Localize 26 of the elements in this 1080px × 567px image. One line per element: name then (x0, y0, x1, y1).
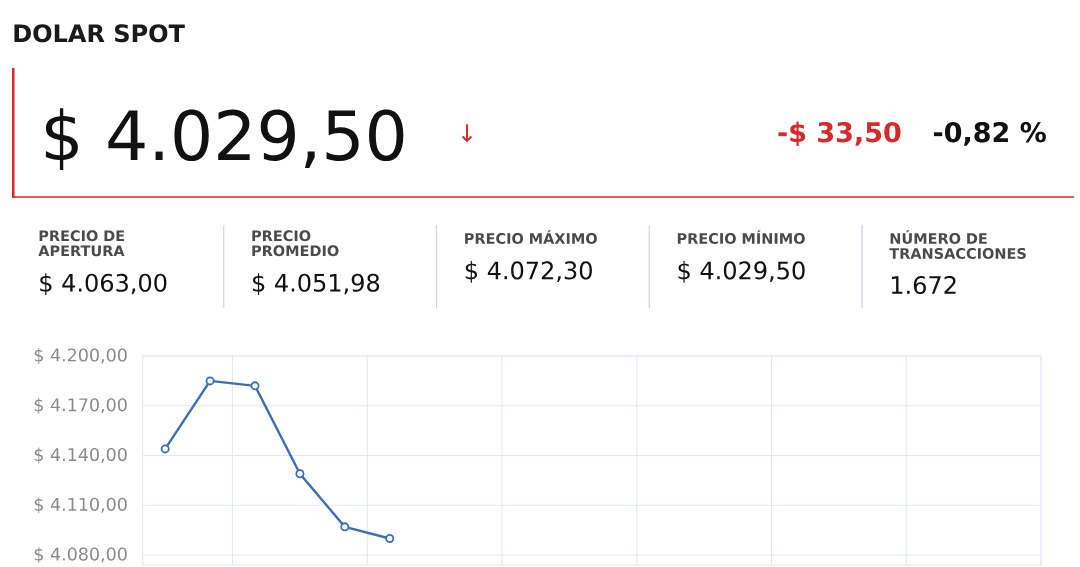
text: PRECIO MÍNIMO (677, 230, 805, 244)
point (385, 533, 395, 543)
y-tick-label: $ 4.080,00 (34, 547, 127, 563)
text: $ 4.029,50 (678, 260, 805, 283)
text: 1.672 (891, 275, 956, 295)
text: PRECIO PROMEDIO (252, 230, 339, 257)
text: NÚMERO DE TRANSACCIONES (889, 230, 1026, 259)
point (205, 376, 215, 386)
text: PRECIO MÁXIMO (465, 230, 597, 244)
point (340, 522, 350, 532)
text: DOLAR SPOT (14, 24, 185, 43)
text: -0,82 % (933, 121, 1046, 146)
y-tick-label: $ 4.140,00 (34, 447, 127, 464)
point (160, 444, 170, 454)
text: -$ 33,50 (778, 121, 901, 146)
text: $ 4.072,30 (465, 260, 592, 283)
point (250, 381, 260, 391)
text: $ 4.029,50 (45, 108, 404, 170)
text: $ 4.063,00 (40, 273, 167, 296)
y-tick-label: $ 4.110,00 (34, 497, 127, 514)
point (295, 469, 305, 479)
text: $ 4.051,98 (253, 273, 380, 296)
y-tick-label: $ 4.170,00 (34, 397, 127, 414)
text: ↓ (461, 124, 473, 142)
y-tick-label: $ 4.200,00 (34, 348, 127, 364)
text: PRECIO DE APERTURA (38, 230, 125, 257)
